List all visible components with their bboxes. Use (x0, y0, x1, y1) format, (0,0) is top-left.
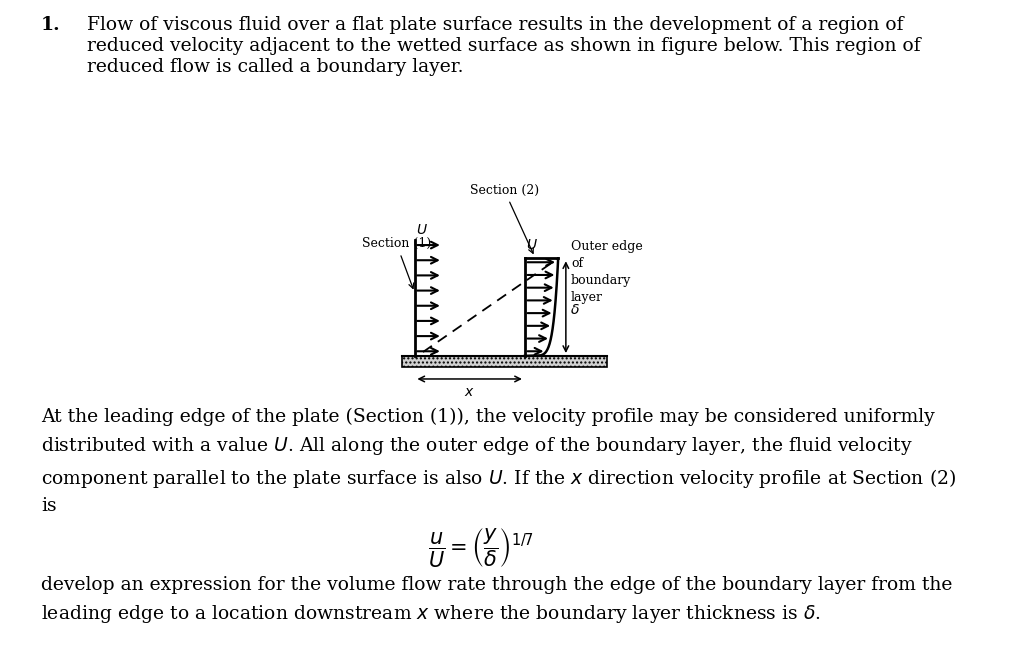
Text: Section (2): Section (2) (470, 184, 539, 253)
Text: Flow of viscous fluid over a flat plate surface results in the development of a : Flow of viscous fluid over a flat plate … (87, 16, 921, 76)
Text: At the leading edge of the plate (Section (1)), the velocity profile may be cons: At the leading edge of the plate (Sectio… (41, 408, 956, 515)
Text: $\dfrac{u}{U} = \left(\dfrac{y}{\delta}\right)^{1/7}$: $\dfrac{u}{U} = \left(\dfrac{y}{\delta}\… (428, 526, 535, 569)
Text: Section (1): Section (1) (361, 238, 431, 289)
Text: Outer edge
of
boundary
layer: Outer edge of boundary layer (571, 240, 643, 304)
Text: $U$: $U$ (526, 238, 538, 252)
Text: 1.: 1. (41, 16, 60, 35)
Text: develop an expression for the volume flow rate through the edge of the boundary : develop an expression for the volume flo… (41, 576, 952, 625)
Text: $x$: $x$ (464, 385, 475, 398)
Text: $\delta$: $\delta$ (569, 303, 580, 317)
Text: $U$: $U$ (416, 223, 428, 237)
Bar (401, 356, 607, 368)
